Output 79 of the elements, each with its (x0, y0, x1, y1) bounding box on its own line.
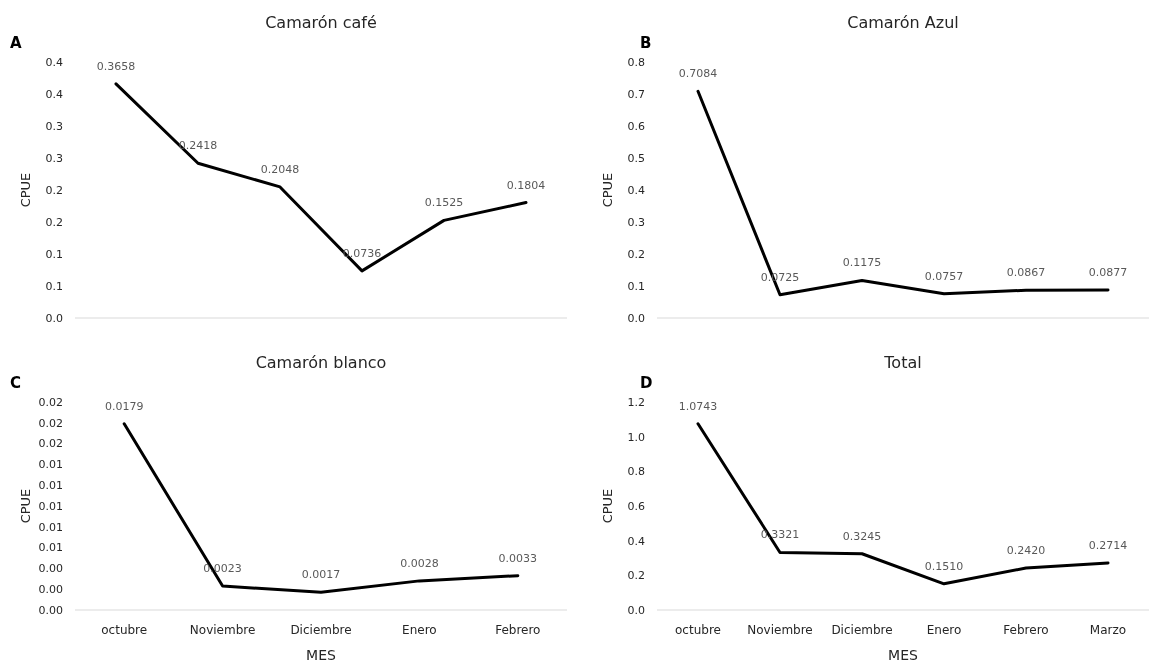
y-tick-label: 0.4 (45, 55, 63, 69)
data-label: 0.0033 (498, 551, 538, 565)
y-tick-label: 0.00 (38, 603, 63, 617)
y-tick-label: 0.4 (627, 183, 645, 197)
x-tick-label: Febrero (1003, 623, 1049, 637)
y-tick-label: 0.8 (627, 465, 645, 479)
data-label: 0.0867 (1006, 266, 1046, 280)
data-label: 0.1175 (842, 256, 882, 270)
x-axis-title: MES (306, 647, 337, 663)
y-tick-label: 0.2 (627, 247, 645, 261)
y-tick-label: 0.01 (38, 541, 63, 555)
y-tick-label: 0.01 (38, 499, 63, 513)
y-tick-label: 0.6 (627, 119, 645, 133)
chart-title: Camarón café (265, 13, 377, 32)
y-axis-title: CPUE (600, 172, 615, 208)
x-tick-label: Marzo (1089, 623, 1127, 637)
data-label: 0.0028 (400, 556, 439, 570)
data-label: 0.3658 (96, 59, 136, 73)
x-tick-label: Noviembre (747, 623, 813, 637)
y-tick-label: 0.01 (38, 458, 63, 472)
data-label: 0.0757 (924, 269, 964, 283)
data-label: 0.7084 (678, 67, 718, 81)
y-tick-label: 0.1 (627, 279, 645, 293)
y-axis-title: CPUE (600, 488, 615, 524)
y-tick-label: 0.3 (627, 215, 645, 229)
data-label: 0.1804 (506, 178, 546, 192)
y-tick-label: 0.0 (45, 311, 63, 325)
x-tick-label: Noviembre (189, 623, 256, 637)
y-tick-label: 1.2 (627, 395, 645, 409)
x-tick-label: octubre (101, 623, 148, 637)
data-label: 0.1510 (924, 559, 964, 573)
y-axis-title: CPUE (18, 488, 33, 524)
y-tick-label: 0.2 (45, 215, 63, 229)
data-label: 0.3245 (842, 529, 882, 543)
y-tick-label: 0.02 (38, 395, 63, 409)
x-tick-label: Febrero (495, 623, 541, 637)
x-tick-label: Diciembre (290, 623, 352, 637)
text: C (10, 374, 22, 392)
data-label: 0.2714 (1088, 538, 1128, 552)
x-tick-label: Enero (926, 623, 962, 637)
x-tick-label: Diciembre (831, 623, 893, 637)
data-label: 0.1525 (424, 196, 464, 210)
chart-title: Total (883, 353, 922, 372)
text: B (640, 34, 652, 52)
y-tick-label: 0.4 (627, 534, 645, 548)
y-tick-label: 0.3 (45, 151, 63, 165)
y-tick-label: 0.8 (627, 55, 645, 69)
data-label: 0.0179 (104, 399, 144, 413)
data-label: 0.2048 (260, 162, 300, 176)
y-tick-label: 0.01 (38, 479, 63, 493)
data-label: 1.0743 (678, 399, 718, 413)
y-tick-label: 0.01 (38, 520, 63, 534)
y-tick-label: 0.1 (45, 247, 63, 261)
data-label: 0.2420 (1006, 544, 1046, 558)
y-tick-label: 0.0 (627, 603, 645, 617)
x-tick-label: Enero (402, 623, 437, 637)
x-tick-label: octubre (675, 623, 721, 637)
y-tick-label: 0.5 (627, 151, 645, 165)
y-tick-label: 0.6 (627, 499, 645, 513)
y-tick-label: 0.3 (45, 119, 63, 133)
text: A (10, 34, 22, 52)
y-tick-label: 0.02 (38, 416, 63, 430)
y-tick-label: 0.2 (45, 183, 63, 197)
y-axis-title: CPUE (18, 172, 33, 208)
chart-title: Camarón Azul (847, 13, 959, 32)
text: D (640, 374, 653, 392)
y-tick-label: 0.7 (627, 87, 645, 101)
y-tick-label: 0.4 (45, 87, 63, 101)
y-tick-label: 0.00 (38, 583, 63, 597)
y-tick-label: 0.00 (38, 562, 63, 576)
chart-title: Camarón blanco (255, 353, 387, 372)
y-tick-label: 1.0 (627, 430, 645, 444)
y-tick-label: 0.2 (627, 569, 645, 583)
y-tick-label: 0.1 (45, 279, 63, 293)
data-label: 0.0877 (1088, 265, 1128, 279)
x-axis-title: MES (888, 647, 919, 663)
y-tick-label: 0.02 (38, 437, 63, 451)
data-label: 0.0017 (301, 568, 341, 582)
y-tick-label: 0.0 (627, 311, 645, 325)
